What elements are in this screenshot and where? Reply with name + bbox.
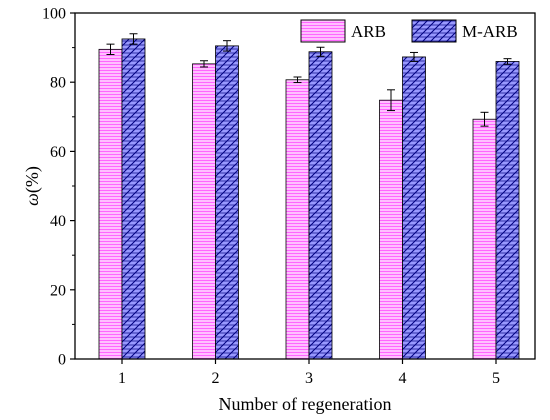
y-axis-label: ω(%) xyxy=(22,166,43,206)
x-tick-label-5: 5 xyxy=(492,370,500,387)
error-bar-m-arb-3 xyxy=(316,46,325,57)
bar-m-arb-1 xyxy=(121,38,146,360)
error-bars-layer xyxy=(106,33,512,127)
bar-arb-4 xyxy=(379,99,403,360)
bar-m-arb-5 xyxy=(495,61,520,360)
bar-m-arb-4 xyxy=(402,56,426,360)
y-axis-ticks: 0 20 40 60 80 100 xyxy=(42,6,75,369)
x-axis-label: Number of regeneration xyxy=(219,394,392,414)
legend-swatch-m-arb xyxy=(411,19,457,43)
y-tick-label-60: 60 xyxy=(50,144,66,161)
legend-label-arb: ARB xyxy=(351,22,386,41)
error-bar-m-arb-2 xyxy=(223,40,231,52)
x-tick-label-1: 1 xyxy=(118,370,126,387)
x-tick-label-4: 4 xyxy=(399,370,407,387)
error-bar-arb-3 xyxy=(293,76,302,84)
y-tick-label-100: 100 xyxy=(42,6,66,23)
y-axis-label-unit: (%) xyxy=(22,166,43,193)
bar-m-arb-2 xyxy=(215,45,239,360)
y-tick-label-20: 20 xyxy=(50,282,66,299)
y-tick-label-40: 40 xyxy=(50,213,66,230)
legend-label-m-arb: M-ARB xyxy=(462,22,518,41)
y-axis-label-symbol: ω xyxy=(22,193,42,206)
error-bar-m-arb-5 xyxy=(503,58,512,65)
error-bar-arb-2 xyxy=(200,60,208,68)
error-bar-m-arb-4 xyxy=(410,51,418,62)
legend: ARB M-ARB xyxy=(300,19,518,43)
y-tick-label-80: 80 xyxy=(50,75,66,92)
x-tick-label-3: 3 xyxy=(305,370,313,387)
y-tick-label-0: 0 xyxy=(58,352,66,369)
bar-arb-5 xyxy=(472,118,497,360)
x-tick-label-2: 2 xyxy=(212,370,220,387)
bar-arb-3 xyxy=(285,79,310,360)
error-bar-arb-5 xyxy=(480,111,489,127)
bar-m-arb-3 xyxy=(308,51,333,360)
bars-layer xyxy=(98,38,520,360)
x-axis-ticks: 1 2 3 4 5 xyxy=(118,359,500,387)
bar-arb-2 xyxy=(192,63,216,360)
error-bar-arb-4 xyxy=(387,89,395,112)
legend-swatch-arb xyxy=(300,19,346,43)
bar-arb-1 xyxy=(98,48,123,360)
error-bar-m-arb-1 xyxy=(129,33,138,45)
error-bar-arb-1 xyxy=(106,43,115,56)
